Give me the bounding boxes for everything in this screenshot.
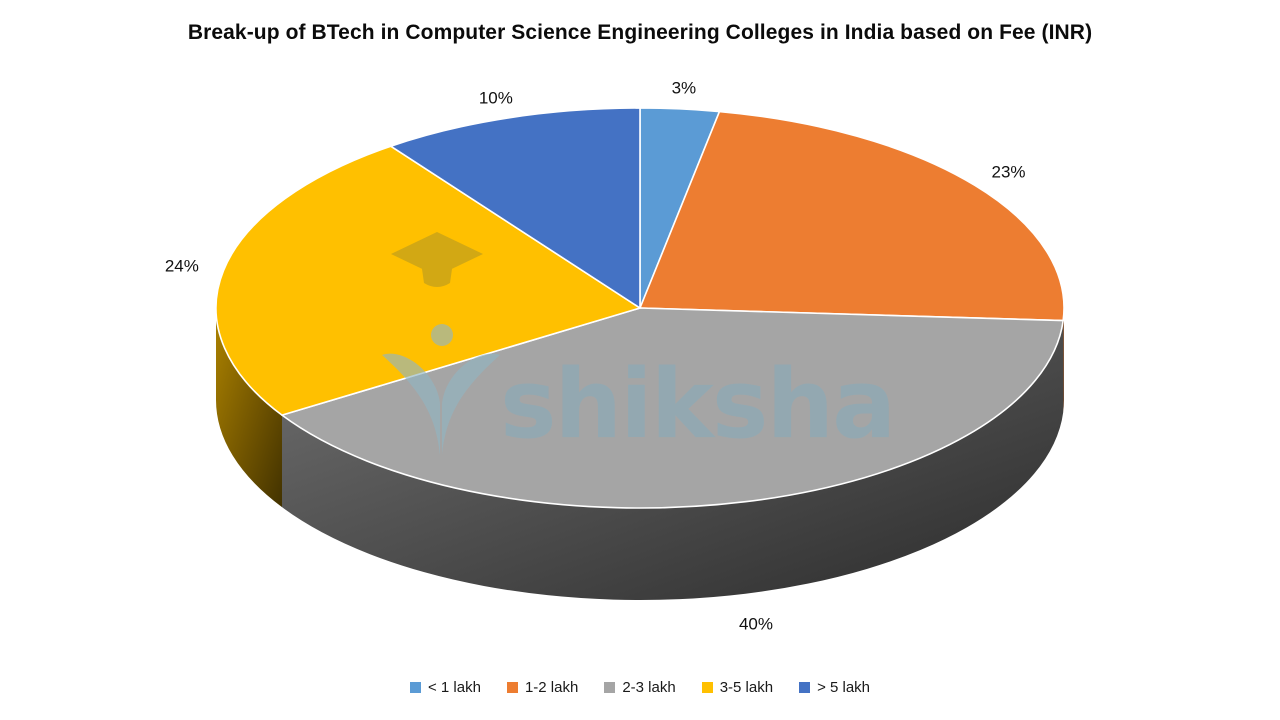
pie-slice-4 <box>389 107 641 309</box>
watermark-text: shiksha <box>500 350 894 460</box>
slice-label-1: 23% <box>992 163 1026 182</box>
slice-label-4: 10% <box>479 88 513 107</box>
slice-label-3: 24% <box>165 256 199 275</box>
pie-slice-side-1 <box>1063 308 1064 413</box>
chart-title: Break-up of BTech in Computer Science En… <box>187 21 1093 44</box>
shiksha-watermark: shiksha <box>382 232 896 460</box>
pie-slice-1 <box>639 110 1065 322</box>
legend-item-4: > 5 lakh <box>799 679 870 696</box>
slice-label-0: 3% <box>672 78 697 97</box>
legend-label: 1-2 lakh <box>524 679 579 696</box>
chart-legend: < 1 lakh 1-2 lakh 2-3 lakh 3-5 lakh > 5 lakh <box>0 679 1280 696</box>
graduation-cap-icon <box>391 232 483 287</box>
legend-item-2: 2-3 lakh <box>604 679 676 696</box>
legend-swatch-icon <box>506 682 518 693</box>
legend-label: 2-3 lakh <box>622 679 676 696</box>
slice-label-2: 40% <box>739 615 773 634</box>
legend-label: 3-5 lakh <box>719 679 774 696</box>
legend-label: > 5 lakh <box>817 679 871 696</box>
pie-slice-side-2 <box>282 320 1064 600</box>
legend-item-1: 1-2 lakh <box>506 679 579 696</box>
watermark-logo-icon <box>382 324 500 455</box>
legend-swatch-icon <box>799 682 811 693</box>
legend-item-0: < 1 lakh <box>409 679 481 696</box>
legend-label: < 1 lakh <box>427 679 481 696</box>
legend-swatch-icon <box>409 682 421 693</box>
pie-slice-side-3 <box>216 308 283 508</box>
legend-swatch-icon <box>701 682 713 693</box>
legend-swatch-icon <box>604 682 616 693</box>
legend-item-3: 3-5 lakh <box>701 679 774 696</box>
